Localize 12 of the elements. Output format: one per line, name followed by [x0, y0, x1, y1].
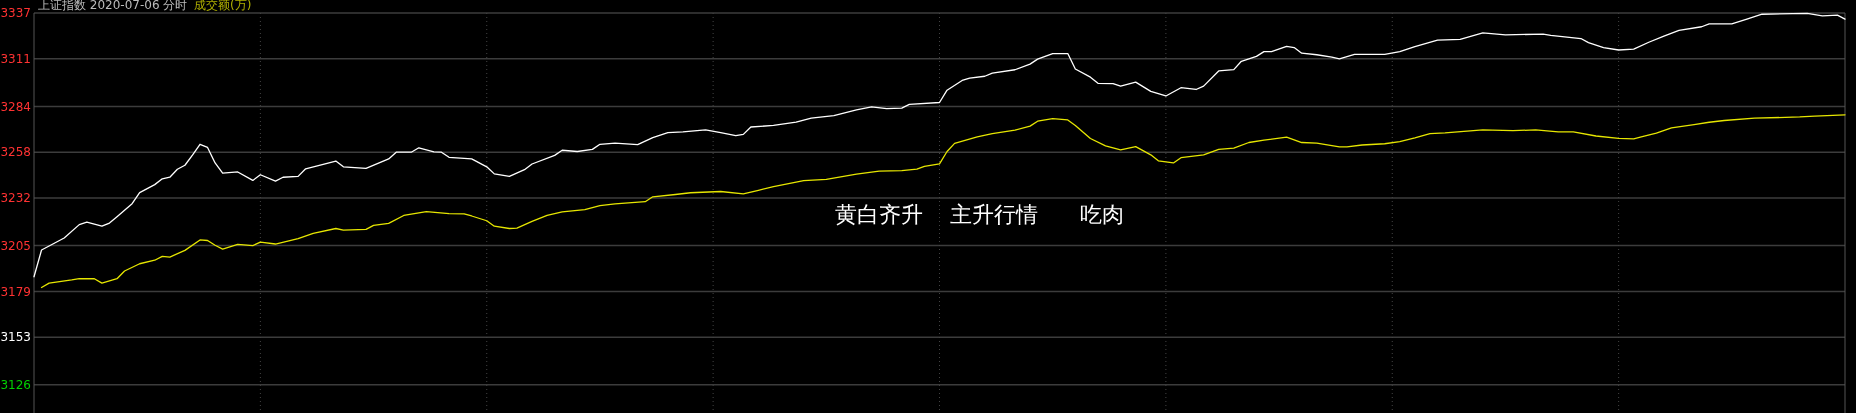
y-tick-label: 3179 — [0, 284, 31, 299]
y-tick-label: 3205 — [0, 238, 31, 253]
line-series — [40, 114, 1846, 289]
y-tick-label: 3337 — [0, 6, 31, 21]
y-tick-label: 3153 — [0, 330, 31, 345]
y-tick-label: 3311 — [0, 52, 31, 67]
y-tick-label: 3126 — [0, 378, 31, 393]
y-tick-label: 3232 — [0, 191, 31, 206]
annotation: 黄白齐升 主升行情 吃肉 — [834, 202, 1125, 227]
line-series — [33, 12, 1846, 278]
y-tick-label: 3284 — [0, 99, 31, 114]
y-tick-label: 3258 — [0, 145, 31, 160]
